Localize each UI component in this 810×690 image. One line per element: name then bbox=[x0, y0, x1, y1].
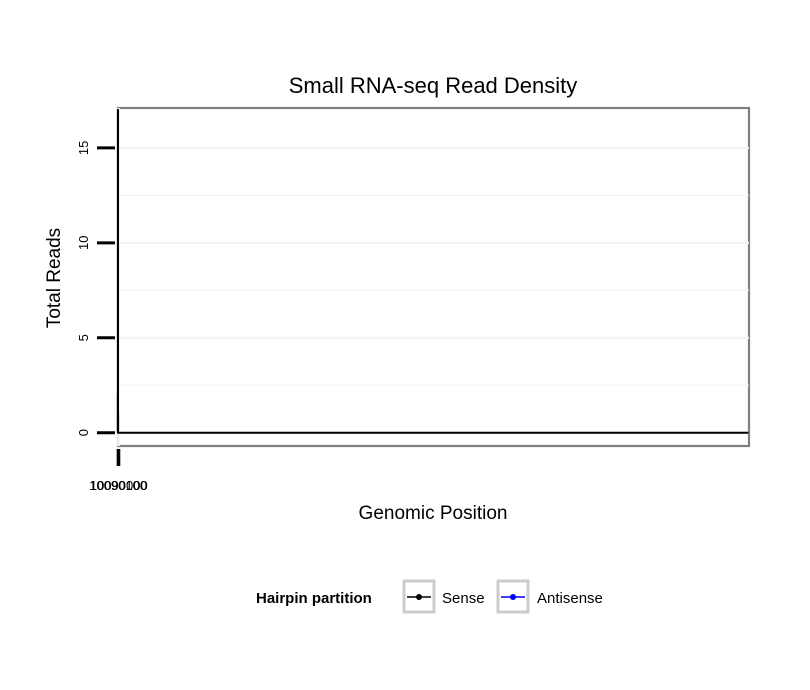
x-tick-label: 10090000 bbox=[90, 478, 148, 493]
y-tick-label: 10 bbox=[76, 236, 91, 250]
legend-item-antisense: Antisense bbox=[496, 579, 603, 614]
y-axis: 0 5 10 15 bbox=[76, 141, 115, 436]
series-line-sense bbox=[116, 108, 749, 434]
y-axis-title: Total Reads bbox=[44, 228, 65, 328]
y-tick-label: 0 bbox=[76, 429, 91, 436]
chart-title: Small RNA-seq Read Density bbox=[289, 73, 578, 98]
x-axis-title: Genomic Position bbox=[359, 503, 508, 524]
legend-key-point-sense bbox=[416, 594, 422, 600]
legend-item-sense: Sense bbox=[402, 579, 485, 614]
legend: Hairpin partition Sense Antisense bbox=[256, 579, 603, 614]
legend-label-sense: Sense bbox=[442, 590, 485, 607]
x-tick-label: 10090100 bbox=[89, 478, 147, 493]
y-tick-label: 15 bbox=[76, 141, 91, 155]
legend-key-point-antisense bbox=[510, 594, 516, 600]
y-tick-label: 5 bbox=[76, 334, 91, 341]
legend-label-antisense: Antisense bbox=[537, 590, 603, 607]
series-layer bbox=[116, 108, 749, 434]
legend-title: Hairpin partition bbox=[256, 590, 372, 607]
plot-panel bbox=[116, 106, 751, 448]
